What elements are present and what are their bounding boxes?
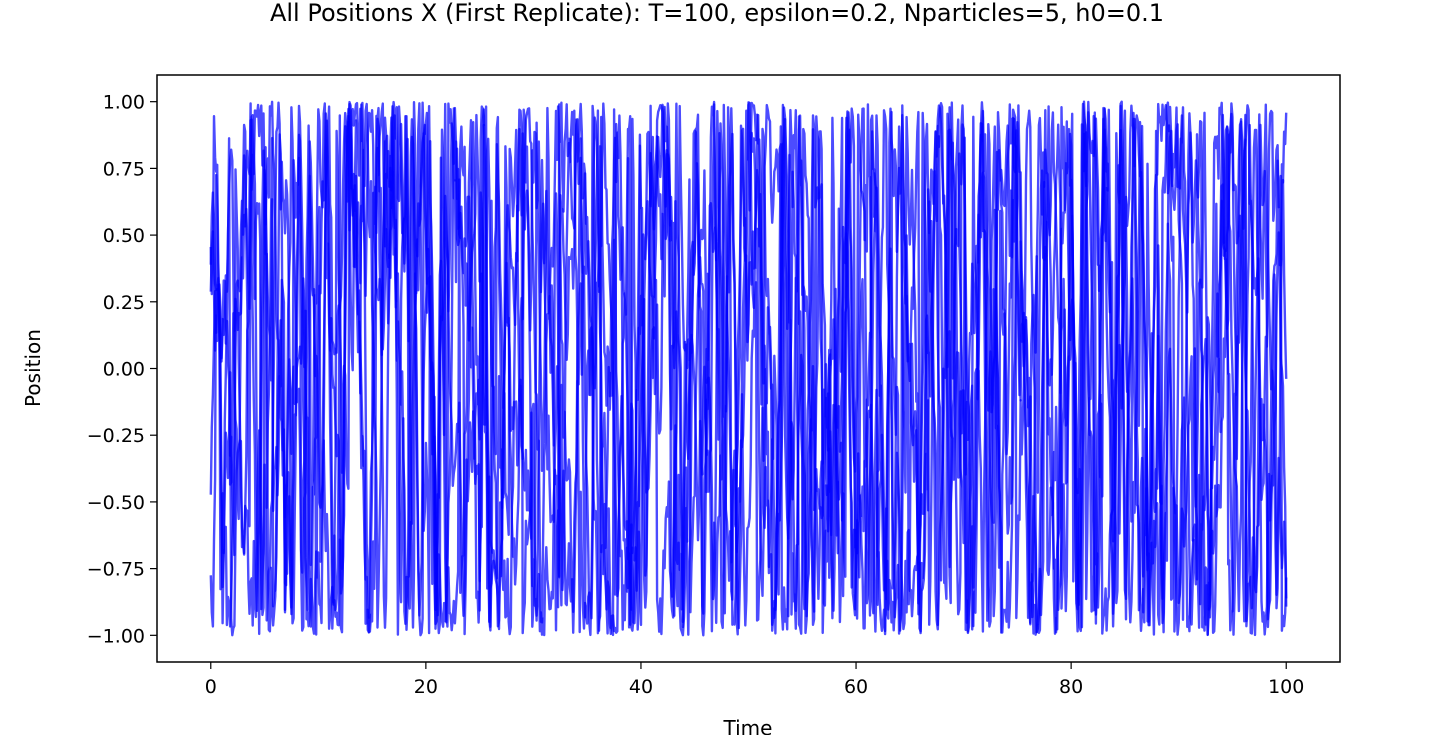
y-tick-label: −0.25 <box>87 425 145 447</box>
y-tick-label: −0.50 <box>87 492 145 514</box>
y-axis-ticks: 1.00 0.75 0.50 0.25 0.00 −0.25 −0.50 −0.75 −1.00 <box>87 92 157 647</box>
y-tick-label: 0.50 <box>103 225 145 247</box>
y-axis-label: Position <box>21 329 45 407</box>
x-tick-label: 0 <box>205 676 217 698</box>
y-tick-label: 1.00 <box>103 92 145 114</box>
x-axis-ticks: 0 20 40 60 80 100 <box>205 662 1304 698</box>
y-tick-label: −1.00 <box>87 625 145 647</box>
series-layer <box>209 100 1288 637</box>
series-line <box>209 100 1288 637</box>
y-tick-label: 0.00 <box>103 359 145 381</box>
plot-frame <box>156 74 1341 663</box>
y-tick-label: −0.75 <box>87 559 145 581</box>
x-axis-label: Time <box>723 716 773 735</box>
x-tick-label: 40 <box>629 676 653 698</box>
x-tick-label: 80 <box>1059 676 1083 698</box>
y-tick-label: 0.75 <box>103 158 145 180</box>
x-tick-label: 100 <box>1268 676 1304 698</box>
series-line <box>209 100 1288 637</box>
x-tick-label: 60 <box>844 676 868 698</box>
series-line <box>209 100 1288 637</box>
y-tick-label: 0.25 <box>103 292 145 314</box>
x-tick-label: 20 <box>414 676 438 698</box>
chart-title: All Positions X (First Replicate): T=100… <box>270 0 1164 27</box>
